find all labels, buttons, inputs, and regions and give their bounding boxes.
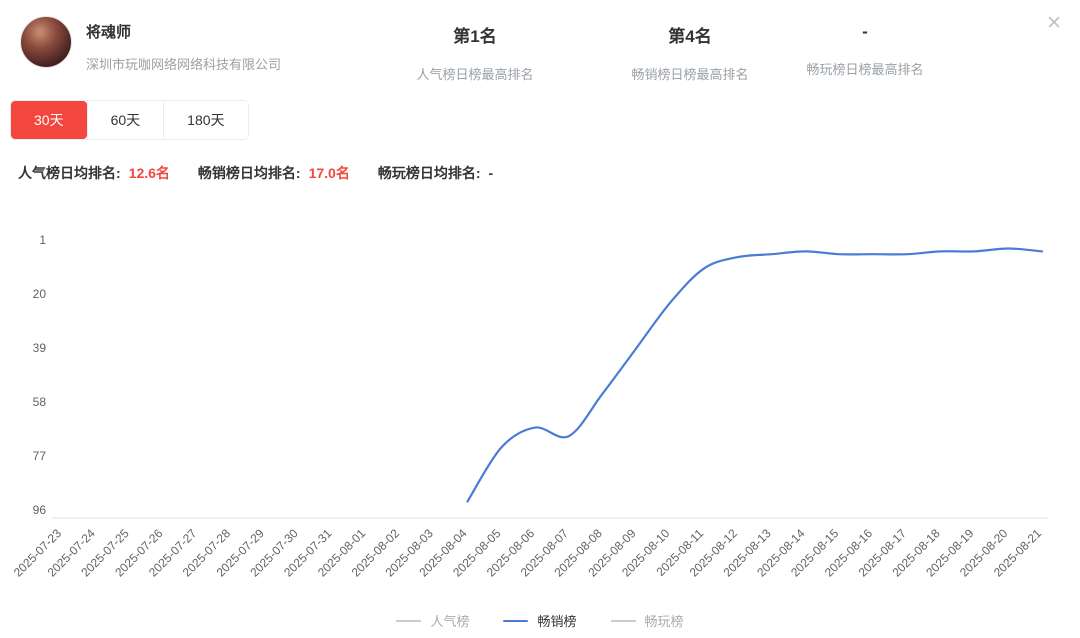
legend-item[interactable]: 畅销榜 xyxy=(503,611,577,630)
game-avatar xyxy=(20,16,72,68)
legend-label: 畅玩榜 xyxy=(644,614,684,629)
stat-grossing-best: 第4名 畅销榜日榜最高排名 xyxy=(605,22,775,83)
avg-label: 人气榜日均排名: xyxy=(18,165,121,181)
company-name: 深圳市玩咖网络网络科技有限公司 xyxy=(86,57,282,72)
stat-value: - xyxy=(862,22,868,41)
header: 将魂师 深圳市玩咖网络网络科技有限公司 xyxy=(20,16,281,73)
stat-playing-best: - 畅玩榜日榜最高排名 xyxy=(780,22,950,78)
avg-playing: 畅玩榜日均排名: - xyxy=(378,163,493,183)
legend-swatch-playing xyxy=(610,619,636,622)
stat-popularity-best: 第1名 人气榜日榜最高排名 xyxy=(390,22,560,83)
svg-text:39: 39 xyxy=(33,341,47,355)
avg-value: - xyxy=(488,165,494,181)
stat-value: 第1名 xyxy=(453,27,497,46)
legend-label: 畅销榜 xyxy=(537,614,577,629)
stat-label: 畅玩榜日榜最高排名 xyxy=(806,62,924,77)
avg-label: 畅销榜日均排名: xyxy=(197,165,301,181)
stat-value: 第4名 xyxy=(668,27,712,46)
legend-swatch-grossing xyxy=(503,619,529,622)
svg-text:96: 96 xyxy=(33,503,47,517)
stat-label: 人气榜日榜最高排名 xyxy=(416,67,534,82)
avg-value: 12.6名 xyxy=(128,165,170,181)
legend-item[interactable]: 畅玩榜 xyxy=(610,611,684,630)
avg-label: 畅玩榜日均排名: xyxy=(377,165,481,181)
svg-text:77: 77 xyxy=(33,449,47,463)
tab-180-days[interactable]: 180天 xyxy=(163,101,248,139)
daily-average-summary: 人气榜日均排名: 12.6名 畅销榜日均排名: 17.0名 畅玩榜日均排名: - xyxy=(18,163,493,183)
close-icon[interactable]: ✕ xyxy=(1046,13,1062,34)
stat-label: 畅销榜日榜最高排名 xyxy=(631,67,749,82)
chart-legend: 人气榜 畅销榜 畅玩榜 xyxy=(0,611,1080,630)
avg-popularity: 人气榜日均排名: 12.6名 xyxy=(18,163,170,183)
legend-item[interactable]: 人气榜 xyxy=(396,611,469,630)
avg-grossing: 畅销榜日均排名: 17.0名 xyxy=(198,163,350,183)
svg-text:1: 1 xyxy=(39,233,46,247)
legend-swatch-popularity xyxy=(396,619,422,622)
tab-60-days[interactable]: 60天 xyxy=(86,101,164,139)
rank-trend-chart: 1 20 39 58 77 96 2025-07-23 2025-07-24 2025-07-2… xyxy=(0,218,1080,610)
game-title: 将魂师 xyxy=(86,24,132,41)
svg-text:20: 20 xyxy=(33,287,47,301)
svg-text:58: 58 xyxy=(33,395,47,409)
tab-30-days[interactable]: 30天 xyxy=(11,101,87,139)
range-tab-group: 30天 60天 180天 xyxy=(10,100,249,140)
avg-value: 17.0名 xyxy=(308,165,350,181)
rank-chart-svg: 120395877962025-07-232025-07-242025-07-2… xyxy=(11,233,1048,580)
legend-label: 人气榜 xyxy=(430,614,470,629)
